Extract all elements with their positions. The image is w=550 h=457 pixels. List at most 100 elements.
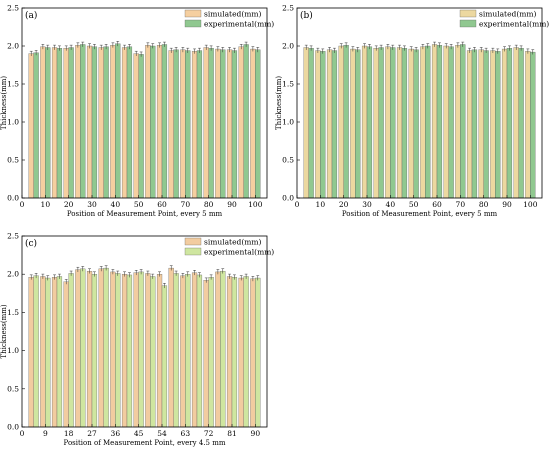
panel-label: (a) [25, 10, 37, 21]
bar-simulated-4 [75, 45, 81, 199]
bar-experimental-6 [378, 47, 384, 199]
plot-frame [21, 7, 268, 199]
x-tick-label: 54 [157, 429, 167, 438]
legend-swatch [459, 9, 477, 18]
bar-simulated-1 [40, 276, 46, 428]
y-tick-label: 0.5 [7, 156, 19, 165]
bar-simulated-13 [455, 45, 461, 199]
bar-simulated-9 [408, 48, 414, 199]
legend-swatch [184, 9, 202, 18]
y-tick-label: 1.5 [7, 80, 19, 89]
legend-entry: experimental(mm) [204, 248, 274, 257]
bar-simulated-6 [373, 48, 379, 199]
legend-swatch [459, 19, 477, 28]
y-tick-label: 2.0 [282, 42, 294, 51]
bar-experimental-2 [56, 276, 63, 428]
bar-experimental-3 [343, 45, 349, 199]
chart-panel-1: 0.0 0.5 1.0 1.5 2.0 2.5 0 10 20 30 40 50 60 70 80 90 100… [0, 4, 274, 219]
bar-simulated-5 [361, 45, 368, 199]
bar-experimental-16 [220, 270, 226, 428]
bar-simulated-13 [180, 275, 186, 428]
bar-experimental-8 [126, 274, 133, 428]
bar-simulated-0 [28, 277, 34, 428]
y-tick-label: 2.5 [282, 4, 294, 13]
bar-experimental-13 [185, 50, 191, 199]
bar-simulated-19 [525, 51, 531, 199]
plot-frame [296, 7, 543, 199]
y-tick-label: 1.0 [282, 118, 294, 127]
bar-experimental-7 [390, 47, 396, 199]
bar-simulated-9 [133, 272, 139, 428]
y-axis-title: Thickness(mm) [0, 304, 8, 358]
bar-experimental-16 [495, 51, 501, 199]
x-tick-label: 90 [251, 429, 261, 438]
bar-simulated-4 [350, 48, 356, 199]
bar-simulated-11 [156, 274, 163, 428]
bar-experimental-5 [91, 274, 98, 428]
y-tick-label: 0.5 [7, 384, 19, 393]
bar-simulated-19 [250, 48, 256, 199]
bar-simulated-19 [250, 278, 256, 428]
bar-experimental-12 [448, 46, 454, 199]
bar-simulated-2 [326, 49, 333, 199]
x-tick-label: 20 [64, 200, 74, 209]
bar-experimental-3 [68, 273, 74, 428]
bar-simulated-7 [385, 46, 391, 199]
x-tick-label: 100 [248, 200, 263, 209]
bar-simulated-1 [40, 46, 46, 199]
bar-simulated-7 [110, 271, 116, 428]
bar-experimental-0 [33, 275, 39, 428]
bar-experimental-14 [196, 274, 203, 428]
legend-entry: experimental(mm) [479, 20, 549, 29]
bar-experimental-5 [366, 46, 373, 199]
bar-simulated-8 [396, 47, 403, 199]
x-axis-title: Position of Measurement Point, every 5 m… [342, 210, 498, 218]
x-tick-label: 36 [111, 429, 121, 438]
x-tick-label: 80 [204, 200, 214, 209]
bar-experimental-1 [320, 51, 326, 199]
bar-experimental-18 [243, 44, 249, 199]
legend-swatch [184, 19, 202, 28]
bar-experimental-18 [518, 48, 524, 199]
bar-experimental-14 [471, 49, 478, 199]
bar-simulated-0 [28, 53, 34, 199]
bar-experimental-19 [255, 49, 261, 199]
x-tick-label: 60 [432, 200, 442, 209]
y-tick-label: 2.0 [7, 270, 19, 279]
bar-experimental-0 [308, 48, 314, 199]
bar-experimental-15 [483, 50, 489, 199]
bar-experimental-12 [173, 273, 179, 428]
x-tick-label: 30 [87, 200, 97, 209]
bar-experimental-14 [196, 50, 203, 199]
x-tick-label: 0 [20, 200, 25, 209]
x-tick-label: 90 [502, 200, 512, 209]
bar-experimental-7 [115, 43, 121, 199]
bar-experimental-17 [231, 50, 238, 199]
bar-simulated-12 [168, 50, 174, 199]
bar-simulated-9 [133, 53, 139, 199]
bar-simulated-4 [75, 269, 81, 428]
legend-entry: experimental(mm) [204, 20, 274, 29]
bar-simulated-16 [215, 48, 221, 199]
bar-experimental-13 [185, 274, 191, 428]
x-tick-label: 80 [479, 200, 489, 209]
bar-simulated-17 [226, 49, 233, 199]
bar-simulated-14 [191, 272, 198, 428]
chart-panel-2: 0.0 0.5 1.0 1.5 2.0 2.5 0 10 20 30 40 50 60 70 80 90 100… [275, 4, 549, 219]
bar-experimental-8 [126, 46, 133, 199]
y-axis-title: Thickness(mm) [275, 76, 283, 130]
y-tick-label: 1.5 [7, 308, 19, 317]
x-tick-label: 30 [362, 200, 372, 209]
y-tick-label: 1.5 [282, 80, 294, 89]
x-tick-label: 70 [181, 200, 191, 209]
bar-experimental-9 [138, 54, 144, 199]
bar-simulated-15 [203, 47, 209, 199]
x-tick-label: 90 [227, 200, 237, 209]
y-tick-label: 2.5 [7, 232, 19, 241]
bar-simulated-6 [98, 268, 104, 428]
bar-experimental-10 [150, 45, 156, 199]
legend-entry: simulated(mm) [479, 10, 536, 19]
x-tick-label: 0 [20, 429, 25, 438]
bar-simulated-5 [86, 45, 93, 199]
y-tick-label: 0.5 [282, 156, 294, 165]
